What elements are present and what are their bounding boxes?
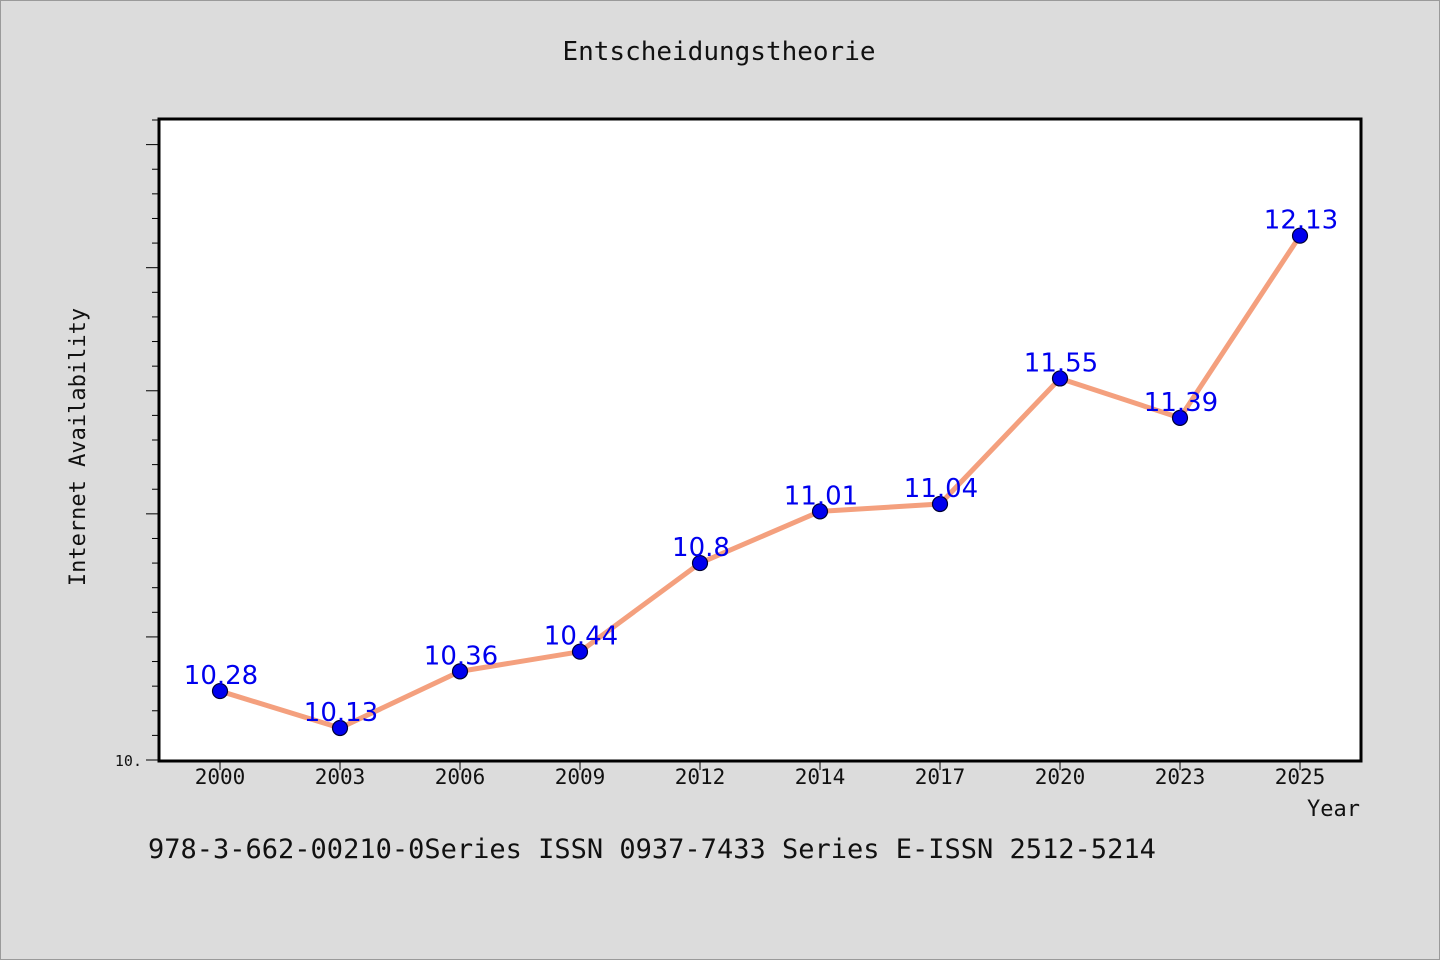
data-point: [931, 495, 949, 513]
plot-area: [157, 117, 1363, 763]
data-point: [211, 682, 229, 700]
data-point: [331, 719, 349, 737]
x-tick-label: 2003: [315, 765, 366, 789]
x-tick-label: 2012: [675, 765, 726, 789]
data-label: 11.01: [784, 481, 858, 511]
data-point: [691, 554, 709, 572]
x-tick-label: 2017: [915, 765, 966, 789]
x-tick-label: 2014: [795, 765, 846, 789]
data-label: 11.39: [1144, 388, 1218, 418]
y-axis-ticks: [146, 119, 159, 761]
data-label: 10.36: [424, 641, 498, 671]
y-axis-label: Internet Availability: [66, 308, 91, 586]
data-label: 11.55: [1024, 348, 1098, 378]
x-tick-label: 2025: [1275, 765, 1326, 789]
chart-title: Entscheidungstheorie: [562, 37, 875, 67]
data-point: [1171, 409, 1189, 426]
x-axis-ticks: 2000 2003 2006 2009 2012 2014 2017 2020 2023 2025: [195, 761, 1326, 789]
data-point: [1051, 370, 1069, 387]
data-point: [1291, 227, 1309, 244]
series-line: [217, 233, 1303, 731]
data-label: 10.44: [544, 622, 618, 652]
y-tick-label: 10.: [115, 752, 142, 770]
x-tick-label: 2020: [1035, 765, 1086, 789]
data-point: [811, 503, 829, 520]
footer-isbn-issn-note: 978-3-662-00210-0Series ISSN 0937-7433 S…: [148, 834, 1156, 865]
x-tick-label: 2006: [435, 765, 486, 789]
data-label: 10.13: [304, 698, 378, 728]
data-label: 11.04: [904, 474, 978, 504]
x-tick-label: 2009: [555, 765, 606, 789]
data-label: 10.8: [672, 533, 730, 563]
x-tick-label: 2023: [1155, 765, 1206, 789]
data-point: [571, 643, 589, 660]
x-tick-label: 2000: [195, 765, 246, 789]
data-point: [451, 663, 469, 680]
series-layer: 10.28 10.13 10.36 10.44 10.8 11.01 11.04 11.55 1…: [184, 206, 1338, 737]
x-axis-label: Year: [1307, 797, 1360, 822]
data-label: 12.13: [1264, 206, 1338, 236]
data-label: 10.28: [184, 661, 258, 691]
